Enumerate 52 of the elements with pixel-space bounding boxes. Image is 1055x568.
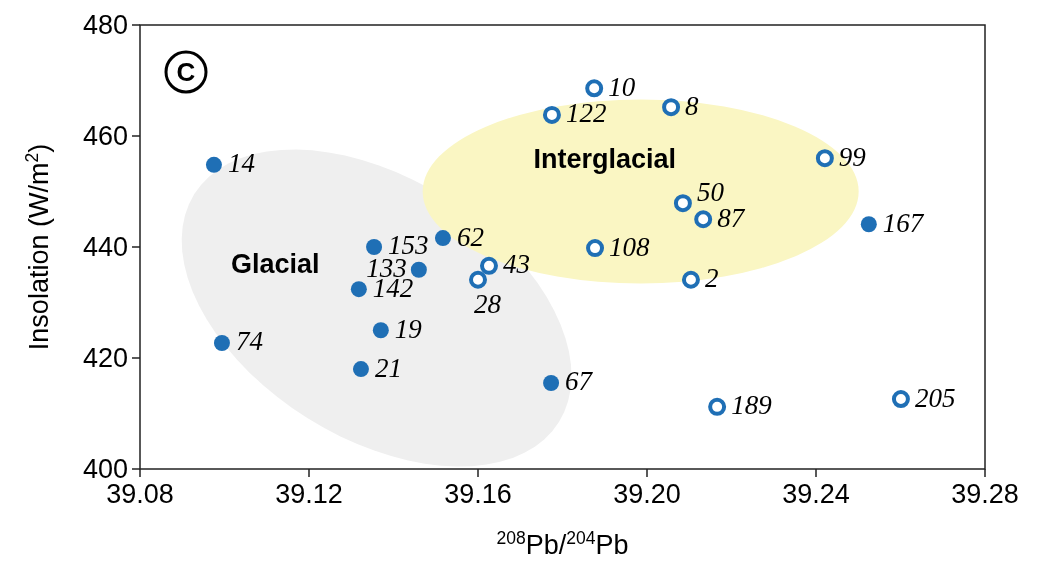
y-tick-label: 480 <box>82 10 128 41</box>
point <box>673 194 692 213</box>
point <box>708 397 727 416</box>
y-tick-label: 460 <box>82 121 128 152</box>
point <box>352 361 369 378</box>
point <box>694 210 713 229</box>
point <box>543 374 560 391</box>
point <box>860 216 877 233</box>
point <box>479 256 498 275</box>
text: C <box>176 57 196 88</box>
point <box>662 98 681 117</box>
x-axis-title: $^{208}$Pb/$^{204}$Pb <box>496 528 629 560</box>
annotation: 43 <box>502 249 530 280</box>
point <box>815 149 834 168</box>
annotation: 8 <box>685 90 700 121</box>
annotation: 19 <box>394 313 423 344</box>
point <box>434 230 451 247</box>
annotation: 189 <box>731 390 773 421</box>
point <box>586 239 605 258</box>
y-tick-label: 420 <box>82 343 128 374</box>
annotation: 21 <box>374 352 402 383</box>
point <box>681 270 700 289</box>
annotation: 10 <box>608 71 636 102</box>
annotation: Glacial <box>230 249 320 280</box>
annotation: Interglacial <box>533 143 677 174</box>
point <box>469 270 487 289</box>
annotation: 108 <box>609 231 651 262</box>
annotation: 14 <box>227 148 255 179</box>
x-tick-label: 39.12 <box>275 479 343 509</box>
x-tick-label: 39.24 <box>782 479 850 509</box>
point <box>891 390 910 409</box>
annotation: 99 <box>838 141 867 172</box>
x-tick-label: 39.20 <box>613 479 681 509</box>
point <box>213 335 230 352</box>
point <box>542 105 561 124</box>
annotation: 167 <box>882 207 925 238</box>
x-tick-label: 39.28 <box>951 479 1019 509</box>
annotation: 67 <box>565 366 594 397</box>
annotation: 2 <box>704 263 719 294</box>
point <box>372 322 389 339</box>
annotation: 74 <box>235 326 263 357</box>
point <box>410 261 427 278</box>
annotation: 122 <box>565 98 607 129</box>
x-tick-label: 39.16 <box>444 479 512 509</box>
point <box>350 281 367 298</box>
annotation: 28 <box>474 289 502 320</box>
annotation: 205 <box>914 382 956 413</box>
point <box>585 79 604 98</box>
y-tick-label: 440 <box>82 232 128 263</box>
point <box>366 239 383 255</box>
point <box>205 156 222 173</box>
annotation: 62 <box>456 221 484 252</box>
